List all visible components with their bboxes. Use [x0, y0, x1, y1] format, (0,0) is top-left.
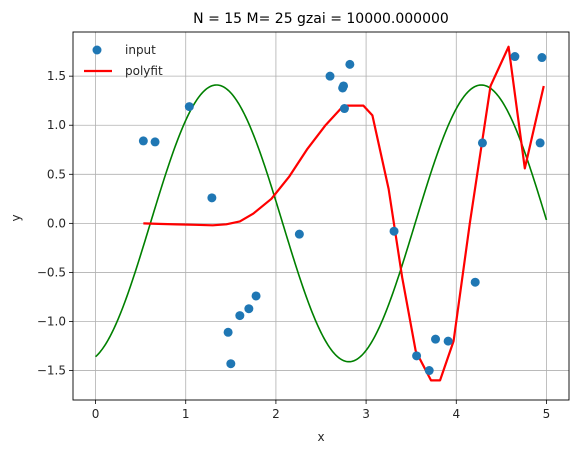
- plot-frame: [72, 31, 570, 401]
- input-point: [184, 102, 194, 112]
- input-point: [339, 104, 349, 114]
- input-point: [345, 59, 355, 69]
- input-point: [477, 138, 487, 148]
- legend-polyfit-label: polyfit: [125, 64, 163, 78]
- x-tick-label: 2: [272, 407, 280, 421]
- polyfit-line: [143, 45, 545, 382]
- input-point: [325, 71, 335, 81]
- input-point: [510, 52, 520, 62]
- input-point: [339, 81, 349, 91]
- y-axis-label: y: [9, 214, 23, 221]
- series-layer: [95, 45, 548, 382]
- y-tick-label: −0.5: [37, 265, 66, 279]
- input-point: [535, 138, 545, 148]
- y-tick-label: 1.0: [47, 118, 66, 132]
- y-tick-label: −1.0: [37, 314, 66, 328]
- input-point: [207, 193, 217, 203]
- green-curve-line: [95, 84, 548, 363]
- y-tick-label: 1.5: [47, 69, 66, 83]
- input-point: [223, 327, 233, 337]
- input-point: [470, 277, 480, 287]
- input-point: [537, 53, 547, 63]
- input-point: [235, 311, 245, 321]
- input-point: [226, 359, 236, 369]
- input-point: [138, 136, 148, 146]
- legend-input-marker: [92, 45, 102, 55]
- input-point: [443, 336, 453, 346]
- input-point: [244, 304, 254, 314]
- x-tick-label: 0: [92, 407, 100, 421]
- legend: input polyfit: [84, 43, 163, 78]
- y-axis-ticks: −1.5 −1.0 −0.5 0.0 0.5 1.0 1.5: [37, 69, 73, 378]
- input-point: [431, 334, 441, 344]
- legend-input-label: input: [125, 43, 156, 57]
- x-axis-label: x: [317, 430, 324, 444]
- chart-title: N = 15 M= 25 gzai = 10000.000000: [193, 11, 449, 27]
- x-tick-label: 3: [362, 407, 370, 421]
- input-point: [251, 291, 261, 301]
- input-point: [389, 226, 399, 236]
- input-point: [150, 137, 160, 147]
- y-tick-label: 0.0: [47, 216, 66, 230]
- x-axis-ticks: 0 1 2 3 4 5: [92, 400, 551, 421]
- input-point: [294, 229, 304, 239]
- grid: [73, 32, 569, 400]
- x-tick-label: 1: [182, 407, 190, 421]
- y-tick-label: −1.5: [37, 364, 66, 378]
- x-tick-label: 4: [452, 407, 460, 421]
- y-tick-label: 0.5: [47, 167, 66, 181]
- x-tick-label: 5: [543, 407, 551, 421]
- input-point: [412, 351, 422, 361]
- input-point: [424, 366, 434, 376]
